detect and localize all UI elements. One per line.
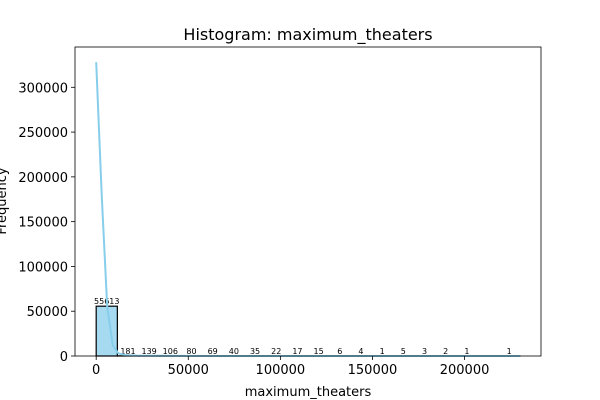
- bar-count-label: 2: [443, 347, 448, 356]
- bar-count-label: 181: [120, 347, 135, 356]
- bar-count-label: 4: [358, 347, 363, 356]
- bar-count-label: 35: [250, 347, 260, 356]
- y-tick-label: 200000: [18, 171, 68, 186]
- x-tick-label: 150000: [348, 363, 398, 378]
- bar-count-label: 139: [141, 347, 156, 356]
- bar-count-label: 1: [380, 347, 385, 356]
- kde-curve: [95, 62, 520, 357]
- bar-count-label: 106: [163, 347, 178, 356]
- bar-count-label: 22: [271, 347, 281, 356]
- bar-count-label: 69: [208, 347, 218, 356]
- y-tick-label: 150000: [18, 216, 68, 231]
- bar-count-label: 40: [229, 347, 239, 356]
- bar-count-label: 3: [422, 347, 427, 356]
- chart-title: Histogram: maximum_theaters: [183, 25, 432, 45]
- bar-count-label: 1: [507, 347, 512, 356]
- y-tick-label: 0: [60, 350, 68, 365]
- x-axis-label: maximum_theaters: [245, 385, 372, 400]
- plot-area-frame: [74, 46, 542, 357]
- x-tick-label: 0: [92, 363, 100, 378]
- bar-count-label: 6: [337, 347, 342, 356]
- bar-count-label: 15: [313, 347, 323, 356]
- x-tick-label: 100000: [256, 363, 306, 378]
- bar-count-label: 1: [464, 347, 469, 356]
- x-tick-label: 200000: [440, 363, 490, 378]
- y-tick-label: 250000: [18, 126, 68, 141]
- y-axis-label: Frequency: [0, 167, 10, 234]
- y-tick-label: 50000: [27, 305, 68, 320]
- bar-count-label: 17: [292, 347, 302, 356]
- y-tick-label: 100000: [18, 260, 68, 275]
- y-tick-label: 300000: [18, 81, 68, 96]
- bar-count-label: 80: [186, 347, 196, 356]
- x-tick-label: 50000: [168, 363, 209, 378]
- bar-count-label: 5: [401, 347, 406, 356]
